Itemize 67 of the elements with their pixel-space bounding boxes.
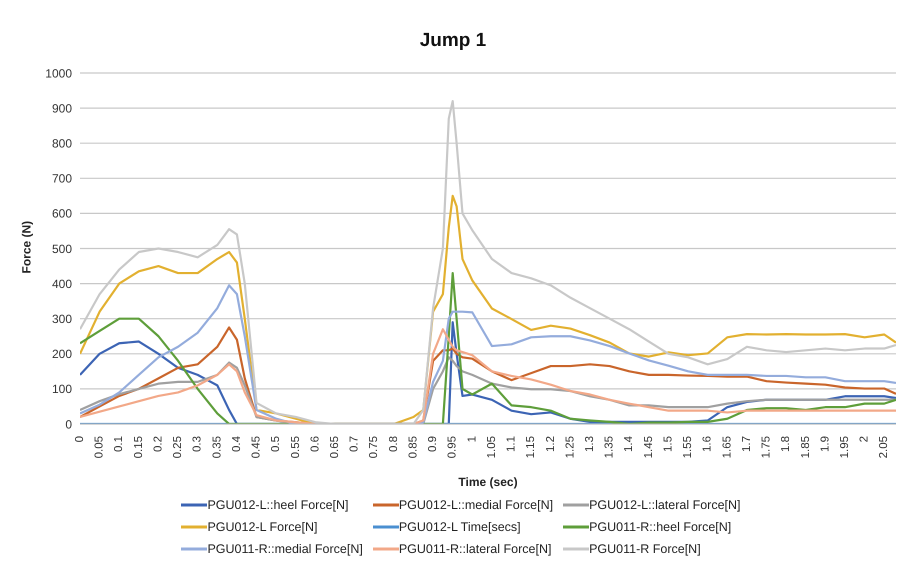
y-axis-title: Force (N): [19, 220, 34, 274]
x-tick-label: 1.4: [623, 435, 636, 452]
x-tick-label: 0.5: [270, 436, 282, 452]
x-tick-label: 1.45: [642, 436, 655, 458]
y-tick-label: 0: [65, 417, 72, 432]
x-tick-label: 1: [466, 436, 478, 442]
x-tick-label: 0.05: [94, 436, 106, 458]
x-tick-label: 0.2: [152, 436, 164, 452]
x-tick-label: 0.6: [309, 436, 322, 452]
x-tick-label: 1.65: [721, 436, 734, 458]
y-tick-label: 1000: [45, 66, 72, 80]
x-tick-label: 1.3: [584, 436, 596, 452]
x-tick-label: 0.9: [427, 436, 440, 452]
legend-label: PGU012-L Time[secs]: [398, 520, 521, 534]
legend-label: PGU011-R::lateral Force[N]: [398, 542, 552, 556]
x-tick-label: 1.15: [525, 436, 538, 458]
x-tick-label: 0: [74, 436, 86, 442]
x-tick-label: 0.1: [113, 436, 126, 452]
y-tick-label: 300: [52, 312, 72, 326]
x-tick-label: 1.95: [839, 436, 851, 458]
x-tick-label: 1.25: [564, 436, 576, 458]
y-tick-label: 600: [52, 206, 72, 221]
line-series: [80, 194, 896, 424]
legend-label: PGU012-L::heel Force[N]: [207, 498, 349, 512]
x-tick-label: 1.55: [682, 436, 694, 458]
x-tick-label: 0.15: [132, 436, 145, 458]
x-tick-label: 0.7: [348, 436, 361, 452]
x-tick-label: 1.6: [702, 436, 714, 452]
x-tick-label: 1.75: [760, 436, 773, 458]
legend-label: PGU011-R::heel Force[N]: [589, 520, 732, 534]
x-tick-label: 1.85: [800, 436, 812, 458]
x-tick-label: 1.9: [819, 436, 832, 452]
y-tick-label: 700: [52, 172, 72, 186]
x-tick-label: 0.75: [368, 436, 380, 458]
x-tick-label: 1.35: [604, 436, 616, 458]
x-tick-label: 0.4: [230, 435, 243, 452]
x-tick-label: 0.3: [192, 436, 204, 452]
x-tick-label: 1.7: [740, 436, 753, 452]
x-tick-label: 0.55: [290, 436, 302, 458]
legend-label: PGU011-R Force[N]: [589, 542, 701, 556]
x-axis-title: Time (sec): [458, 475, 518, 489]
x-tick-label: 2.05: [878, 436, 890, 458]
y-tick-label: 500: [52, 242, 72, 256]
x-tick-label: 0.85: [407, 436, 420, 458]
x-tick-label: 1.8: [780, 436, 792, 452]
y-tick-label: 400: [52, 276, 72, 291]
y-tick-label: 100: [52, 382, 72, 396]
x-tick-label: 1.1: [506, 436, 518, 452]
x-tick-label: 1.5: [662, 436, 674, 452]
chart-title: Jump 1: [418, 29, 488, 53]
x-tick-label: 0.45: [250, 436, 263, 458]
x-tick-label: 0.95: [446, 436, 459, 458]
legend-label: PGU012-L::lateral Force[N]: [589, 498, 741, 512]
legend-label: PGU012-L Force[N]: [207, 520, 318, 534]
x-tick-label: 1.2: [544, 436, 557, 452]
x-tick-label: 2: [858, 436, 871, 442]
x-tick-label: 1.05: [486, 436, 498, 458]
x-tick-label: 0.25: [172, 436, 184, 458]
x-tick-label: 0.65: [329, 436, 341, 458]
y-tick-label: 800: [52, 136, 72, 150]
legend-label: PGU012-L::medial Force[N]: [398, 498, 554, 512]
x-tick-label: 0.35: [211, 436, 224, 458]
x-tick-label: 0.8: [388, 436, 400, 452]
legend-label: PGU011-R::medial Force[N]: [207, 542, 363, 556]
line-series: [80, 100, 896, 424]
y-tick-label: 200: [52, 347, 72, 362]
y-tick-label: 900: [52, 101, 72, 116]
